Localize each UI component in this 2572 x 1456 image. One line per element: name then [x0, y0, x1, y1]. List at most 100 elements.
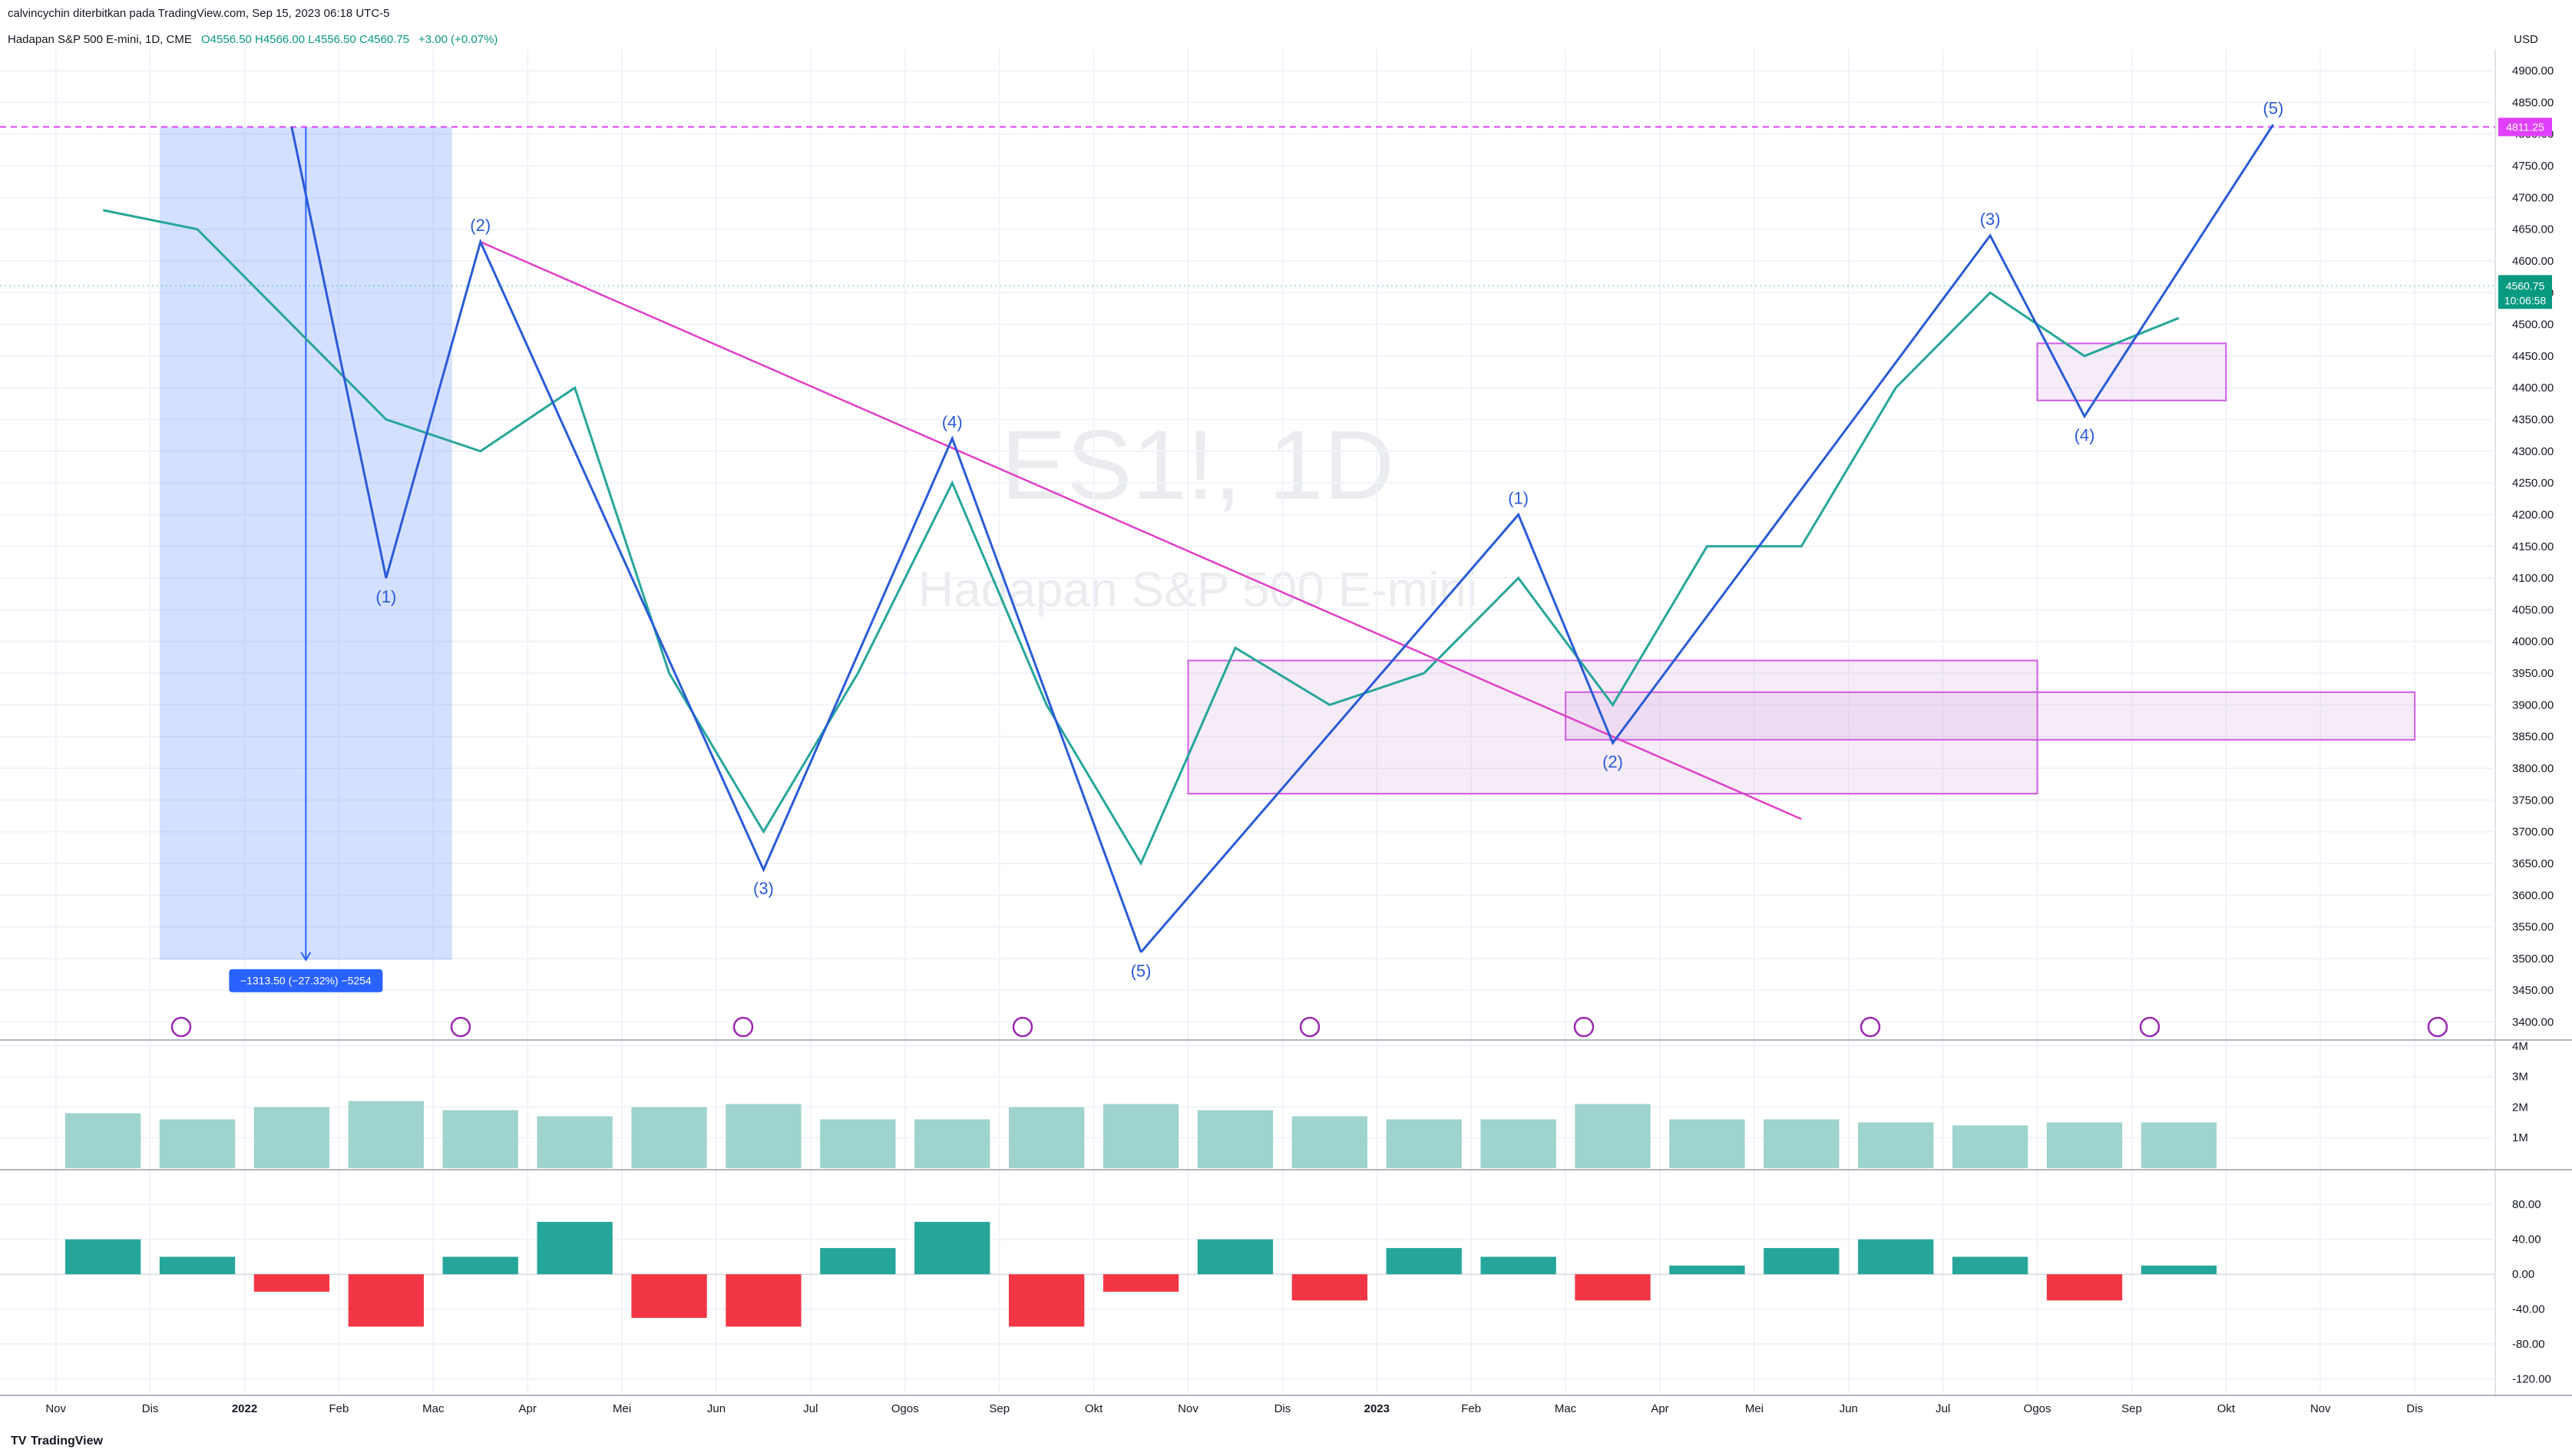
y-tick-label: 4400.00 — [2512, 381, 2554, 395]
macd-bar — [348, 1274, 425, 1327]
y-tick-label: 3400.00 — [2512, 1016, 2554, 1029]
event-icon — [170, 1016, 192, 1038]
volume-bar — [1008, 1107, 1085, 1168]
y-tick-label: 80.00 — [2512, 1198, 2541, 1211]
y-tick-label: 4000.00 — [2512, 636, 2554, 649]
volume-bar — [1764, 1119, 1840, 1168]
x-tick-label: Nov — [1178, 1402, 1198, 1415]
x-tick-label: Feb — [329, 1402, 349, 1415]
wave-label: (3) — [753, 879, 774, 898]
ohlc: O4556.50 H4566.00 L4556.50 C4560.75 — [201, 33, 409, 46]
volume-bar — [1952, 1125, 2028, 1168]
logo: TradingView — [31, 1435, 104, 1448]
volume-bar — [1291, 1116, 1368, 1168]
y-tick-label: 4250.00 — [2512, 477, 2554, 490]
y-tick-label: 2M — [2512, 1101, 2528, 1114]
y-tick-label: 3900.00 — [2512, 698, 2554, 711]
target-tag-label: 4811.25 — [2506, 121, 2544, 133]
y-tick-label: 4500.00 — [2512, 319, 2554, 332]
volume-bar — [631, 1107, 707, 1168]
y-tick-label: 4150.00 — [2512, 540, 2554, 553]
x-tick-label: Okt — [1085, 1402, 1103, 1415]
event-icon — [2139, 1016, 2160, 1038]
x-tick-label: Ogos — [891, 1402, 919, 1415]
x-tick-label: 2023 — [1364, 1402, 1390, 1415]
y-tick-label: 4350.00 — [2512, 414, 2554, 427]
x-tick-label: Mac — [422, 1402, 445, 1415]
y-tick-label: 3550.00 — [2512, 921, 2554, 934]
y-tick-label: 3850.00 — [2512, 731, 2554, 744]
y-tick-label: 3800.00 — [2512, 762, 2554, 775]
wave-label: (1) — [1508, 488, 1529, 507]
y-tick-label: -40.00 — [2512, 1303, 2545, 1316]
x-tick-label: Sep — [989, 1402, 1010, 1415]
logo-icon: TV — [11, 1435, 27, 1448]
x-tick-label: Nov — [2310, 1402, 2331, 1415]
y-tick-label: 4050.00 — [2512, 603, 2554, 616]
macd-bar — [253, 1274, 330, 1292]
macd-bar — [631, 1274, 707, 1319]
macd-bar — [1197, 1239, 1274, 1275]
measure-label-box — [229, 969, 383, 992]
volume-bar — [159, 1119, 236, 1168]
volume-bar — [64, 1113, 141, 1168]
volume-bar — [1480, 1119, 1556, 1168]
wave-label: (2) — [470, 216, 491, 235]
y-tick-label: 1M — [2512, 1131, 2528, 1144]
volume-bar — [442, 1110, 518, 1168]
measure-arrowhead — [300, 952, 312, 962]
macd-bar — [64, 1239, 141, 1275]
event-icon — [732, 1016, 754, 1038]
x-tick-label: Dis — [142, 1402, 159, 1415]
y-tick-label: 3750.00 — [2512, 794, 2554, 807]
x-tick-label: Nov — [45, 1402, 66, 1415]
macd-bar — [726, 1274, 802, 1327]
volume-bar — [253, 1107, 330, 1168]
event-icon — [1860, 1016, 1881, 1038]
macd-bar — [1669, 1265, 1745, 1275]
y-tick-label: -80.00 — [2512, 1338, 2545, 1351]
macd-bar — [1386, 1248, 1462, 1275]
y-tick-label: 3700.00 — [2512, 826, 2554, 839]
macd-bar — [1480, 1256, 1556, 1275]
watermark: ES1!, 1D — [1001, 411, 1394, 520]
volume-bar — [1197, 1110, 1274, 1168]
x-tick-label: Okt — [2217, 1402, 2236, 1415]
x-tick-label: Mac — [1555, 1402, 1577, 1415]
x-tick-label: Jun — [707, 1402, 726, 1415]
macd-bar — [914, 1221, 990, 1275]
zone — [1565, 691, 2416, 741]
y-tick-label: 4M — [2512, 1040, 2528, 1053]
x-tick-label: Apr — [1651, 1402, 1668, 1415]
macd-bar — [1575, 1274, 1651, 1301]
event-icon — [1012, 1016, 1033, 1038]
x-tick-label: Mei — [1745, 1402, 1764, 1415]
last-price-label: 4560.75 — [2506, 279, 2545, 292]
macd-bar — [1103, 1274, 1179, 1292]
macd-bar — [1858, 1239, 1934, 1275]
y-tick-label: 4850.00 — [2512, 96, 2554, 109]
y-tick-label: 3650.00 — [2512, 857, 2554, 870]
zone — [2036, 342, 2227, 401]
price-line — [102, 209, 2180, 867]
x-tick-label: Dis — [1274, 1402, 1291, 1415]
change: +3.00 (+0.07%) — [418, 33, 498, 46]
volume-bar — [1858, 1122, 1934, 1168]
zone — [1187, 659, 2038, 795]
y-tick-label: 4750.00 — [2512, 160, 2554, 173]
volume-bar — [820, 1119, 896, 1168]
trendline — [480, 241, 1802, 820]
y-tick-label: 4600.00 — [2512, 255, 2554, 268]
y-tick-label: 4450.00 — [2512, 350, 2554, 363]
event-icon — [1299, 1016, 1321, 1038]
volume-bar — [348, 1101, 425, 1168]
y-tick-label: 3M — [2512, 1071, 2528, 1084]
publisher: calvincychin diterbitkan pada TradingVie… — [8, 7, 390, 20]
x-tick-label: Jul — [1936, 1402, 1950, 1415]
x-tick-label: 2022 — [232, 1402, 257, 1415]
wave-label: (1) — [375, 587, 396, 606]
volume-bar — [1575, 1104, 1651, 1168]
macd-bar — [1764, 1248, 1840, 1275]
volume-bar — [537, 1116, 613, 1168]
